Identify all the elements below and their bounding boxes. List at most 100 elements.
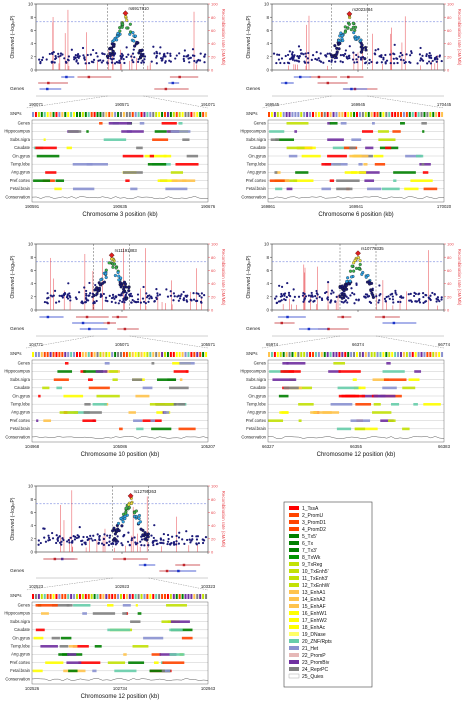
- snp-point: [70, 48, 73, 51]
- legend-swatch: [289, 646, 299, 650]
- snp-point: [185, 300, 189, 303]
- gene-exon: [327, 327, 330, 331]
- snp-point: [314, 295, 317, 298]
- snp-point: [339, 31, 343, 35]
- track-label: Caudate: [250, 385, 267, 390]
- y2-tick-label: 80: [447, 255, 452, 260]
- snp-chromatin-cell: [320, 352, 323, 357]
- chromatin-segment: [383, 378, 407, 381]
- snp-point: [119, 294, 122, 297]
- snp-point: [39, 60, 42, 64]
- snp-point: [192, 298, 196, 301]
- snp-chromatin-cell: [426, 352, 429, 357]
- chromatin-segment: [92, 669, 97, 673]
- snp-point: [335, 52, 339, 56]
- panel-A: Observed (−logₜₚP) Recombination rate (cM…: [4, 2, 226, 218]
- chromatin-segment: [332, 146, 353, 150]
- snp-point: [84, 296, 88, 300]
- snp-chromatin-cell: [341, 352, 344, 357]
- snp-chromatin-cell: [314, 352, 317, 357]
- snp-chromatin-cell: [120, 352, 122, 357]
- snp-chromatin-cell: [152, 594, 155, 599]
- snp-point: [74, 54, 77, 57]
- snp-chromatin-cell: [99, 594, 102, 599]
- snp-point: [110, 58, 114, 61]
- chromatin-segment: [132, 645, 149, 648]
- track-label: Pref.cortex: [10, 660, 31, 665]
- snp-point: [81, 46, 85, 50]
- snp-point: [152, 543, 155, 547]
- snp-chromatin-cell: [64, 594, 67, 599]
- snp-point: [300, 52, 303, 55]
- snp-point: [78, 55, 81, 58]
- snp-point: [125, 46, 128, 49]
- chromatin-segment: [66, 661, 82, 664]
- snp-point: [169, 54, 172, 57]
- legend-label: 6_Tx: [302, 541, 314, 547]
- chromatin-segment: [181, 636, 193, 640]
- snp-point: [367, 295, 371, 298]
- snp-point: [84, 300, 87, 304]
- snp-point: [383, 297, 387, 300]
- snp-point: [388, 297, 391, 300]
- legend-swatch: [289, 639, 299, 643]
- chromatin-segment: [385, 146, 392, 150]
- chromatin-segment: [178, 427, 196, 431]
- chromatin-segment: [33, 636, 44, 640]
- snp-point: [385, 295, 388, 299]
- snp-chromatin-cell: [76, 112, 78, 117]
- snp-point: [62, 294, 66, 297]
- chromatin-segment: [295, 171, 309, 174]
- chromatin-segment: [144, 154, 167, 158]
- snp-point: [187, 57, 190, 60]
- snp-chromatin-cell: [117, 594, 120, 599]
- snp-point: [115, 295, 118, 298]
- chromatin-segment: [275, 138, 295, 141]
- snp-point: [334, 60, 337, 63]
- snp-point: [419, 57, 423, 60]
- snp-chromatin-cell: [181, 112, 184, 117]
- snp-point: [127, 505, 131, 510]
- track-label: Ang.gyrus: [11, 410, 30, 415]
- snp-chromatin-cell: [84, 112, 87, 117]
- snp-point: [124, 293, 128, 296]
- snp-chromatin-cell: [120, 112, 122, 117]
- y2-tick-label: 80: [211, 497, 216, 502]
- snp-point: [345, 279, 349, 284]
- snp-point: [360, 58, 363, 61]
- snp-point: [137, 513, 141, 518]
- y2-tick-label: 60: [211, 268, 216, 273]
- snp-point: [421, 54, 424, 57]
- snp-point: [106, 61, 109, 64]
- snp-chromatin-cell: [282, 352, 285, 357]
- track-label: Fetal.brain: [10, 668, 30, 673]
- chromatin-segment: [321, 187, 331, 191]
- y-tick-label: 0: [30, 308, 33, 313]
- chromatin-segment: [137, 612, 142, 615]
- chromatin-segment: [163, 154, 172, 158]
- snp-point: [113, 62, 117, 65]
- snp-point: [200, 292, 203, 295]
- snp-chromatin-cell: [73, 352, 76, 357]
- snp-chromatin-cell: [90, 594, 93, 599]
- y-tick-label: 10: [264, 2, 270, 7]
- snp-chromatin-cell: [178, 352, 181, 357]
- snp-point: [324, 291, 327, 295]
- snp-chromatin-cell: [350, 112, 353, 117]
- snp-point: [408, 299, 411, 302]
- snp-point: [88, 281, 91, 285]
- snp-point: [162, 539, 165, 542]
- snp-chromatin-cell: [102, 594, 105, 599]
- snp-point: [148, 297, 151, 300]
- chromatin-segment: [340, 122, 347, 125]
- snp-point: [123, 61, 126, 65]
- snp-chromatin-cell: [288, 352, 291, 357]
- snp-point: [196, 535, 200, 538]
- snp-chromatin-cell: [78, 112, 81, 117]
- snp-point: [112, 38, 116, 42]
- snp-chromatin-cell: [417, 112, 420, 117]
- snp-chromatin-cell: [376, 112, 379, 117]
- snp-point: [188, 61, 191, 64]
- genes-row-label: Genes: [10, 568, 25, 574]
- chromatin-segment: [139, 122, 145, 125]
